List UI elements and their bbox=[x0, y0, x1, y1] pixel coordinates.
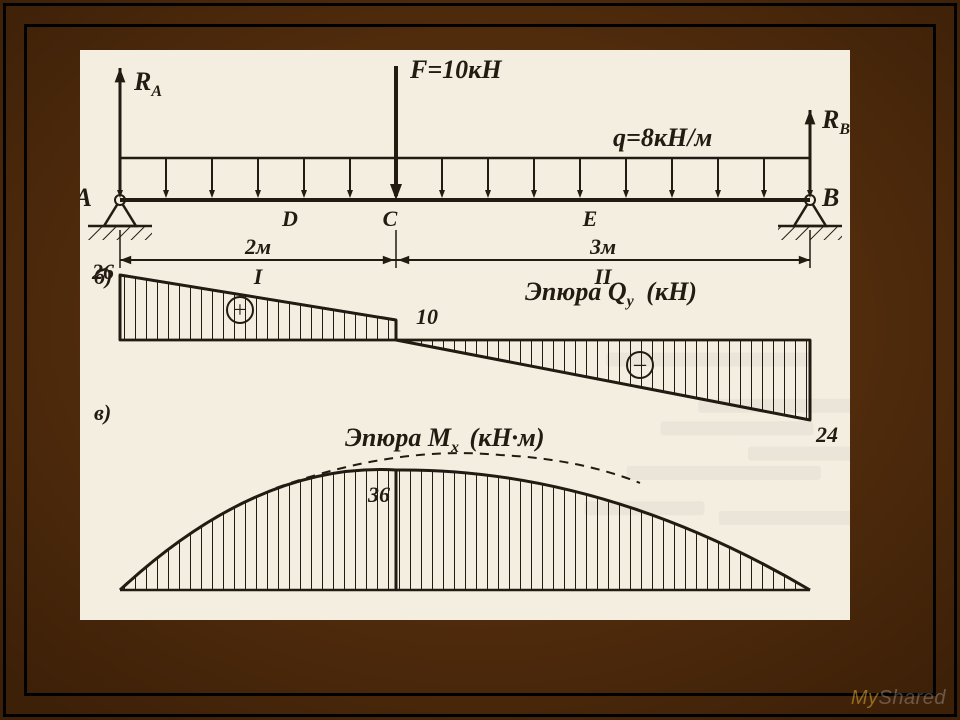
svg-text:Эпюра Qy (кН): Эпюра Qy (кН) bbox=[525, 277, 697, 310]
svg-text:26: 26 bbox=[91, 259, 114, 284]
svg-text:3м: 3м bbox=[589, 234, 616, 259]
svg-text:36: 36 bbox=[367, 482, 390, 507]
svg-text:Эпюра Мx (кН·м): Эпюра Мx (кН·м) bbox=[345, 423, 545, 456]
svg-text:10: 10 bbox=[416, 304, 438, 329]
watermark-my: My bbox=[851, 687, 879, 709]
watermark: MyShared bbox=[851, 687, 946, 710]
svg-text:D: D bbox=[281, 206, 298, 231]
svg-text:E: E bbox=[582, 206, 598, 231]
svg-text:+: + bbox=[234, 297, 246, 322]
svg-text:RB: RB bbox=[821, 105, 850, 138]
svg-text:2м: 2м bbox=[244, 234, 271, 259]
svg-text:в): в) bbox=[94, 400, 111, 425]
diagram-paper: ABDCERARBF=10кНq=8кН/м2м3мIIIб)+–261024Э… bbox=[80, 50, 850, 620]
svg-text:I: I bbox=[253, 264, 264, 289]
svg-text:RA: RA bbox=[133, 67, 162, 100]
svg-text:B: B bbox=[821, 183, 839, 212]
svg-text:q=8кН/м: q=8кН/м bbox=[613, 123, 712, 152]
svg-text:A: A bbox=[80, 183, 92, 212]
watermark-shared: Shared bbox=[879, 687, 947, 709]
diagram-svg: ABDCERARBF=10кНq=8кН/м2м3мIIIб)+–261024Э… bbox=[80, 50, 850, 620]
svg-text:24: 24 bbox=[815, 422, 838, 447]
svg-text:C: C bbox=[383, 206, 398, 231]
svg-text:F=10кН: F=10кН bbox=[409, 55, 502, 84]
